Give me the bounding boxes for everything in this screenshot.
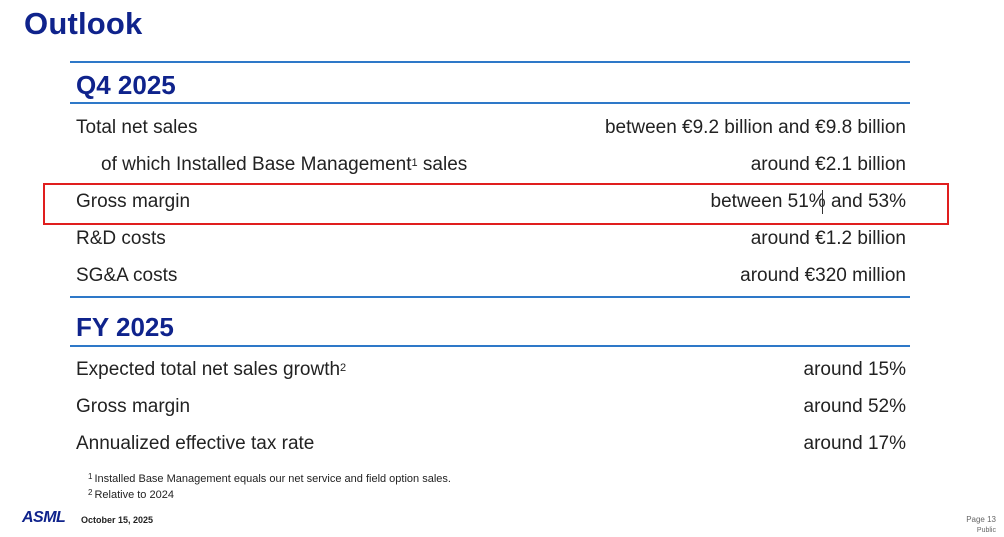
footnote-ref: 2 <box>340 362 347 374</box>
row-value: around 52% <box>803 396 906 417</box>
footnote-ref: 1 <box>411 157 418 169</box>
row-net-sales-growth: Expected total net sales growth2 around … <box>76 355 906 385</box>
footer-date: October 15, 2025 <box>81 515 154 525</box>
classification-label: Public <box>976 527 996 534</box>
row-label-text: of which Installed Base Management <box>101 154 412 175</box>
row-rd-costs: R&D costs around €1.2 billion <box>76 224 906 254</box>
asml-logo: ASML <box>22 509 66 526</box>
row-value: around 17% <box>803 433 906 454</box>
footnote-mark: 1 <box>88 472 93 481</box>
row-value: around €1.2 billion <box>750 228 906 249</box>
row-value: between 51% and 53% <box>711 187 906 217</box>
row-label: of which Installed Base Management1 sale… <box>101 150 467 180</box>
section-rule <box>70 296 910 298</box>
row-gross-margin-fy: Gross margin around 52% <box>76 392 906 422</box>
footnote-text: Installed Base Management equals our net… <box>94 473 451 485</box>
row-value: around 15% <box>803 359 906 380</box>
row-total-net-sales: Total net sales between €9.2 billion and… <box>76 113 906 143</box>
row-label-suffix: sales <box>417 154 468 175</box>
row-label: SG&A costs <box>76 265 178 286</box>
row-label: Gross margin <box>76 191 191 212</box>
row-label: Annualized effective tax rate <box>76 433 315 454</box>
row-label: Expected total net sales growth2 <box>76 355 346 385</box>
row-value-part-b: and 53% <box>825 191 906 212</box>
row-installed-base: of which Installed Base Management1 sale… <box>76 150 906 180</box>
section-rule <box>70 102 910 104</box>
footnote-2: 2 Relative to 2024 <box>88 488 174 501</box>
page-number: Page 13 <box>966 515 996 524</box>
row-gross-margin-q4: Gross margin between 51% and 53% <box>76 187 906 217</box>
footnote-text: Relative to 2024 <box>94 489 174 501</box>
footnote-1: 1 Installed Base Management equals our ne… <box>88 472 451 485</box>
section-rule-top <box>70 61 910 63</box>
fy-heading: FY 2025 <box>76 312 174 342</box>
highlight-box <box>43 183 949 225</box>
row-tax-rate: Annualized effective tax rate around 17% <box>76 429 906 459</box>
row-value: between €9.2 billion and €9.8 billion <box>604 117 906 138</box>
q4-heading: Q4 2025 <box>76 70 176 100</box>
section-rule <box>70 345 910 347</box>
row-label: Total net sales <box>76 117 198 138</box>
row-value: around €320 million <box>740 265 906 286</box>
row-value-part-a: between 51% <box>710 191 826 212</box>
row-label: R&D costs <box>76 228 166 249</box>
page-title: Outlook <box>24 6 143 41</box>
footnote-mark: 2 <box>88 488 93 497</box>
text-cursor <box>822 190 823 214</box>
row-sga-costs: SG&A costs around €320 million <box>76 261 906 291</box>
row-label-text: Expected total net sales growth <box>76 359 341 380</box>
row-value: around €2.1 billion <box>750 154 906 175</box>
row-label: Gross margin <box>76 396 191 417</box>
